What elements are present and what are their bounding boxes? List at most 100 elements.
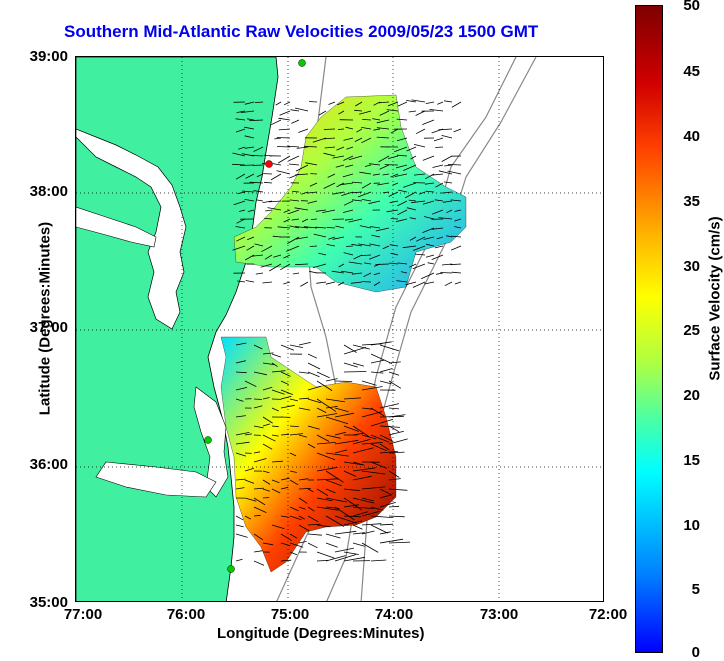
velocity-arrow	[414, 144, 425, 147]
velocity-arrow	[289, 164, 299, 165]
colorbar-tick-label: 25	[640, 322, 700, 339]
velocity-arrow	[389, 516, 405, 517]
velocity-arrow	[271, 174, 281, 180]
x-tick-label: 73:00	[469, 606, 529, 623]
velocity-arrow	[344, 372, 366, 373]
velocity-arrow	[264, 182, 272, 183]
velocity-arrow	[263, 498, 269, 499]
velocity-arrow	[442, 156, 452, 162]
velocity-arrow	[256, 273, 263, 274]
station-marker	[266, 161, 273, 168]
velocity-arrow	[291, 120, 299, 123]
velocity-arrow	[263, 282, 273, 283]
velocity-arrow	[254, 399, 262, 400]
x-axis-title: Longitude (Degrees:Minutes)	[217, 625, 425, 642]
velocity-arrow	[389, 506, 399, 507]
velocity-arrow	[283, 282, 290, 284]
velocity-arrow	[299, 372, 309, 373]
velocity-arrow	[442, 135, 452, 138]
velocity-arrow	[371, 360, 384, 363]
velocity-arrow	[426, 102, 434, 104]
velocity-arrow	[308, 543, 318, 548]
velocity-arrow	[389, 542, 410, 543]
velocity-arrow	[428, 263, 434, 264]
map-svg	[76, 57, 604, 602]
chart-title: Southern Mid-Atlantic Raw Velocities 200…	[64, 22, 538, 42]
velocity-arrow	[444, 101, 452, 102]
velocity-arrow	[375, 264, 389, 265]
velocity-arrow	[338, 129, 344, 130]
velocity-arrow	[455, 282, 461, 284]
velocity-arrow	[236, 559, 243, 561]
velocity-arrow	[293, 273, 299, 274]
velocity-arrow	[371, 560, 386, 561]
y-tick-label: 39:00	[8, 48, 68, 65]
velocity-arrow	[284, 102, 290, 105]
velocity-arrow	[324, 129, 335, 130]
velocity-arrow	[398, 102, 407, 106]
y-tick-label: 38:00	[8, 183, 68, 200]
colorbar-tick-label: 40	[640, 128, 700, 145]
colorbar-tick-label: 5	[640, 581, 700, 598]
velocity-arrow	[344, 347, 366, 354]
velocity-arrow	[362, 524, 381, 525]
velocity-arrow	[236, 534, 248, 537]
colorbar-tick-label: 45	[640, 63, 700, 80]
velocity-arrow	[422, 120, 434, 125]
velocity-arrow	[308, 363, 320, 369]
colorbar-tick-label: 20	[640, 387, 700, 404]
velocity-arrow	[389, 362, 401, 363]
velocity-arrow	[415, 254, 425, 255]
station-marker	[205, 437, 212, 444]
velocity-arrow	[434, 138, 443, 141]
velocity-arrow	[290, 345, 303, 348]
velocity-arrow	[272, 354, 281, 357]
station-marker	[299, 60, 306, 67]
x-tick-label: 74:00	[364, 606, 424, 623]
velocity-arrow	[329, 102, 336, 105]
velocity-arrow	[437, 102, 443, 104]
colorbar-tick-label: 15	[640, 452, 700, 469]
velocity-arrow	[380, 369, 393, 373]
station-marker	[228, 566, 235, 573]
velocity-arrow	[371, 525, 388, 533]
velocity-arrow	[344, 345, 357, 353]
velocity-arrow	[452, 102, 461, 107]
velocity-arrow	[246, 281, 254, 283]
velocity-arrow	[426, 255, 434, 257]
velocity-arrow	[236, 516, 243, 520]
velocity-arrow	[439, 129, 453, 130]
y-axis-title: Latitude (Degrees:Minutes)	[37, 219, 54, 419]
velocity-arrow	[380, 345, 399, 351]
velocity-arrow	[274, 138, 281, 139]
velocity-arrow	[265, 210, 272, 211]
velocity-arrow	[326, 543, 338, 547]
x-tick-label: 75:00	[260, 606, 320, 623]
velocity-arrow	[299, 342, 311, 345]
velocity-arrow	[277, 147, 290, 148]
velocity-arrow	[254, 551, 263, 552]
velocity-arrow	[451, 246, 461, 250]
velocity-arrow	[240, 165, 254, 166]
velocity-arrow	[276, 102, 281, 105]
velocity-arrow	[317, 552, 334, 558]
velocity-arrow	[346, 246, 353, 247]
velocity-arrow	[290, 110, 299, 111]
velocity-arrow	[253, 165, 263, 166]
velocity-arrow	[308, 354, 317, 358]
velocity-arrow	[236, 525, 244, 527]
velocity-arrow	[316, 282, 326, 283]
velocity-arrow	[409, 111, 416, 112]
velocity-arrow	[440, 273, 452, 274]
velocity-arrow	[444, 165, 452, 166]
x-tick-label: 76:00	[156, 606, 216, 623]
colorbar-tick-label: 0	[640, 644, 700, 661]
colorbar-tick-label: 35	[640, 193, 700, 210]
velocity-arrow	[371, 372, 383, 373]
velocity-arrow	[326, 282, 335, 284]
velocity-arrow	[309, 102, 317, 103]
colorbar-title: Surface Velocity (cm/s)	[707, 199, 724, 399]
velocity-arrow	[298, 129, 308, 133]
x-tick-label: 77:00	[53, 606, 113, 623]
velocity-arrow	[353, 363, 364, 366]
